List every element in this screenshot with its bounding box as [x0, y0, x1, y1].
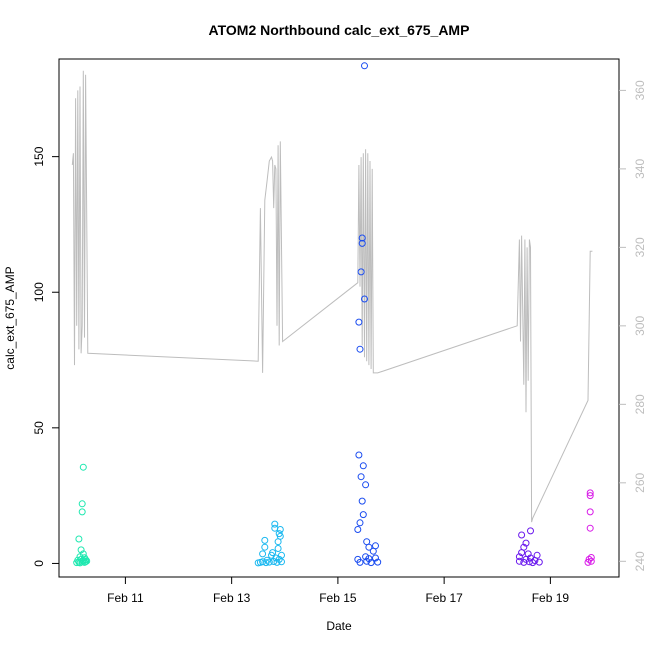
data-point	[79, 550, 87, 558]
data-point	[362, 481, 370, 489]
data-point	[263, 556, 271, 564]
secondary-series-line	[71, 70, 593, 523]
y-tick-label: 0	[32, 560, 46, 567]
data-point	[356, 558, 364, 566]
data-point	[586, 489, 594, 497]
y2-tick-label: 340	[633, 159, 647, 179]
data-point	[355, 318, 363, 326]
data-point	[533, 551, 541, 559]
data-point	[358, 239, 366, 247]
data-point	[522, 539, 530, 547]
data-point	[275, 555, 283, 563]
data-point	[78, 500, 86, 508]
data-point	[372, 554, 379, 562]
x-axis: Feb 11 Feb 13 Feb 15 Feb 17 Feb 19	[107, 577, 569, 605]
data-point	[518, 531, 526, 539]
data-point	[265, 558, 273, 566]
data-point	[520, 543, 528, 551]
y-axis-label: calc_ext_675_AMP	[3, 266, 17, 369]
y-axis-right: 240 260 280 300 320 340 360	[619, 80, 647, 571]
data-point	[586, 524, 594, 532]
data-point	[585, 555, 593, 563]
data-point	[515, 557, 523, 565]
data-point	[357, 268, 365, 276]
y-tick-label: 50	[32, 421, 46, 435]
x-tick-label: Feb 13	[213, 591, 251, 605]
data-point	[259, 558, 267, 566]
data-point	[361, 62, 368, 70]
data-point	[587, 557, 595, 565]
series-4	[515, 527, 543, 567]
data-point	[271, 520, 279, 528]
data-point	[374, 558, 382, 566]
chart-title: ATOM2 Northbound calc_ext_675_AMP	[209, 22, 470, 38]
data-point	[259, 550, 267, 558]
series-1	[73, 463, 91, 567]
y-tick-label: 150	[32, 146, 46, 166]
data-point	[361, 295, 368, 303]
data-point	[358, 234, 366, 242]
data-point	[584, 558, 592, 566]
data-point	[356, 345, 364, 353]
data-point	[274, 545, 282, 552]
data-point	[355, 451, 363, 459]
y2-tick-label: 320	[633, 237, 647, 257]
series-2	[254, 520, 285, 567]
series-5	[584, 489, 595, 566]
data-point	[276, 526, 284, 533]
data-points-layer	[73, 62, 595, 567]
data-point	[269, 549, 277, 557]
secondary-line-layer	[71, 70, 593, 523]
data-point	[524, 550, 532, 558]
plot-frame	[58, 58, 620, 578]
data-point	[78, 508, 86, 516]
x-axis-label: Date	[326, 619, 352, 633]
data-point	[359, 462, 367, 470]
data-point	[365, 555, 373, 563]
data-point	[278, 551, 285, 559]
data-point	[367, 559, 375, 567]
series-3	[354, 62, 382, 567]
data-point	[535, 558, 543, 566]
data-point	[82, 556, 90, 564]
data-point	[586, 508, 594, 516]
data-point	[527, 527, 534, 535]
data-point	[515, 553, 523, 561]
data-point	[75, 535, 83, 543]
y2-tick-label: 260	[633, 472, 647, 492]
x-tick-label: Feb 19	[532, 591, 570, 605]
y2-tick-label: 360	[633, 80, 647, 100]
data-point	[276, 532, 284, 540]
y-axis-left: 0 50 100 150	[32, 146, 59, 567]
data-point	[77, 546, 85, 554]
data-point	[372, 542, 379, 550]
data-point	[354, 526, 362, 533]
y2-tick-label: 240	[633, 551, 647, 571]
x-tick-label: Feb 11	[107, 591, 144, 605]
data-point	[357, 473, 365, 481]
data-point	[587, 554, 595, 561]
data-point	[529, 559, 537, 567]
x-tick-label: Feb 17	[425, 591, 463, 605]
data-point	[261, 543, 269, 551]
data-point	[272, 554, 280, 562]
data-point	[358, 497, 366, 505]
data-point	[356, 519, 364, 527]
y-tick-label: 100	[32, 282, 46, 302]
data-point	[261, 536, 269, 544]
data-point	[79, 463, 87, 471]
x-tick-label: Feb 15	[319, 591, 357, 605]
data-point	[83, 557, 91, 565]
data-point	[82, 558, 90, 566]
y2-tick-label: 280	[633, 394, 647, 414]
y2-tick-label: 300	[633, 316, 647, 336]
data-point	[359, 511, 367, 519]
data-point	[365, 543, 373, 551]
data-point	[586, 492, 594, 500]
